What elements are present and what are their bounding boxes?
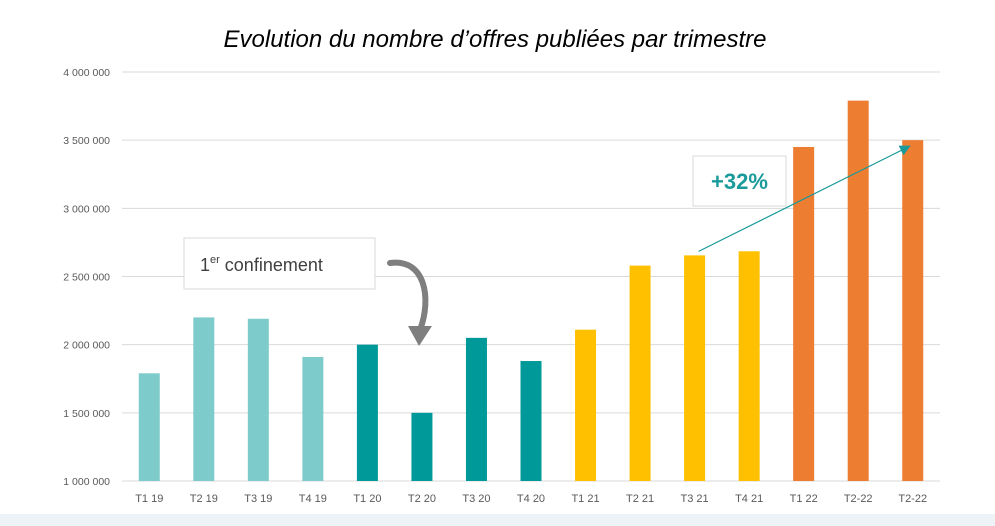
y-tick-label: 1 000 000 xyxy=(63,476,110,488)
confinement-callout-box xyxy=(183,237,376,290)
bar xyxy=(465,337,487,481)
x-tick-label: T3 19 xyxy=(244,493,272,505)
bar xyxy=(356,344,378,481)
y-tick-label: 3 000 000 xyxy=(63,203,110,215)
x-tick-label: T3 21 xyxy=(681,493,709,505)
x-tick-label: T1 22 xyxy=(790,493,818,505)
x-tick-label: T3 20 xyxy=(462,493,490,505)
y-tick-label: 2 000 000 xyxy=(63,340,110,352)
bar xyxy=(738,251,760,481)
arrow-head-icon xyxy=(408,326,432,346)
x-tick-label: T2-22 xyxy=(898,493,927,505)
bar xyxy=(629,265,651,481)
growth-callout-box xyxy=(692,155,787,207)
x-tick-label: T1 20 xyxy=(353,493,381,505)
x-tick-label: T4 20 xyxy=(517,493,545,505)
bar xyxy=(138,373,160,481)
x-tick-label: T2 20 xyxy=(408,493,436,505)
bar-chart: Evolution du nombre d’offres publiées pa… xyxy=(63,26,940,505)
chart-title: Evolution du nombre d’offres publiées pa… xyxy=(224,26,767,53)
growth-callout-text: +32% xyxy=(711,169,768,194)
y-tick-label: 4 000 000 xyxy=(63,67,110,79)
bar xyxy=(520,361,542,481)
bar xyxy=(793,146,815,481)
x-tick-label: T1 21 xyxy=(571,493,599,505)
y-axis-ticks: 1 000 000 1 500 000 2 000 000 2 500 000 3 00… xyxy=(63,67,110,488)
x-tick-label: T2-22 xyxy=(844,493,873,505)
bar xyxy=(684,255,706,481)
y-tick-label: 2 500 000 xyxy=(63,272,110,284)
x-tick-label: T1 19 xyxy=(135,493,163,505)
bars xyxy=(138,100,924,481)
confinement-callout-text: 1er confinement xyxy=(200,254,323,275)
bar xyxy=(847,100,869,481)
y-tick-label: 3 500 000 xyxy=(63,135,110,147)
bar xyxy=(302,356,324,481)
annotations: 1er confinement +32% xyxy=(183,145,911,346)
bar xyxy=(575,329,597,481)
bar xyxy=(902,140,924,481)
x-tick-label: T4 21 xyxy=(735,493,763,505)
x-tick-label: T2 19 xyxy=(190,493,218,505)
y-tick-label: 1 500 000 xyxy=(63,408,110,420)
x-tick-label: T4 19 xyxy=(299,493,327,505)
bar xyxy=(247,318,269,481)
growth-arrow-icon xyxy=(698,145,911,252)
x-tick-label: T2 21 xyxy=(626,493,654,505)
bottom-strip xyxy=(0,514,995,526)
bar xyxy=(193,317,215,481)
bar xyxy=(411,412,433,481)
curved-arrow-icon xyxy=(387,259,429,333)
x-axis-categories: T1 19 T2 19 T3 19 T4 19 T1 20 T2 20 T3 20 T4 20… xyxy=(135,493,927,505)
